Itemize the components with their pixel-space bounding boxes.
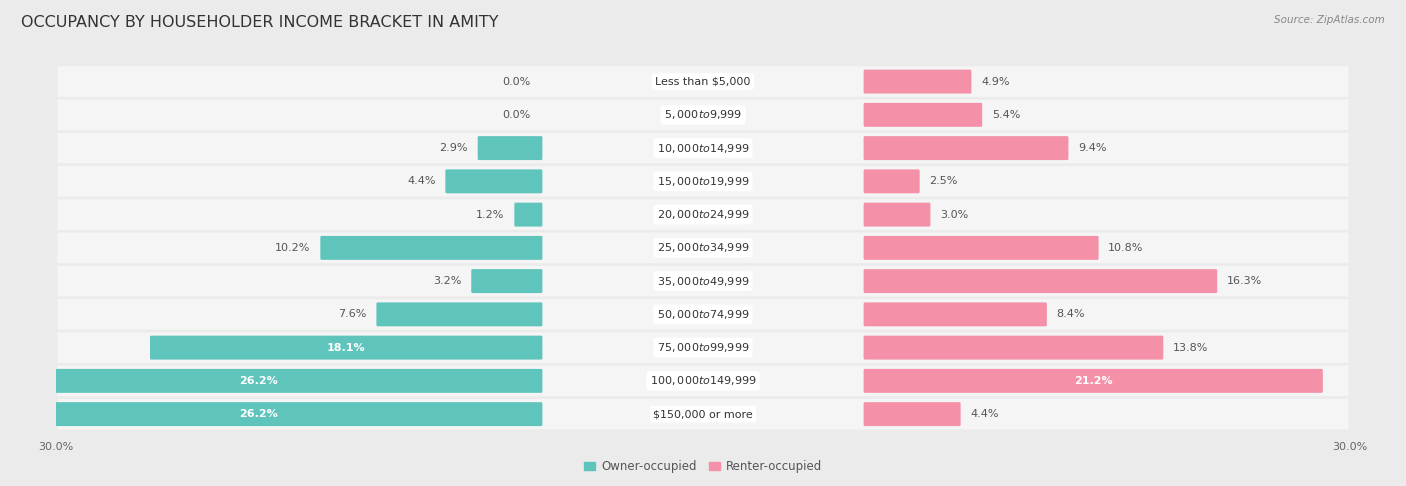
- FancyBboxPatch shape: [863, 69, 972, 94]
- Text: 7.6%: 7.6%: [339, 310, 367, 319]
- FancyBboxPatch shape: [471, 269, 543, 293]
- Text: 0.0%: 0.0%: [502, 110, 530, 120]
- Text: $100,000 to $149,999: $100,000 to $149,999: [650, 374, 756, 387]
- Text: 10.8%: 10.8%: [1108, 243, 1143, 253]
- FancyBboxPatch shape: [863, 336, 1163, 360]
- Text: 0.0%: 0.0%: [502, 77, 530, 87]
- Text: 4.4%: 4.4%: [970, 409, 998, 419]
- FancyBboxPatch shape: [478, 136, 543, 160]
- Text: 2.5%: 2.5%: [929, 176, 957, 186]
- FancyBboxPatch shape: [58, 365, 1348, 396]
- Text: $20,000 to $24,999: $20,000 to $24,999: [657, 208, 749, 221]
- Text: Less than $5,000: Less than $5,000: [655, 77, 751, 87]
- FancyBboxPatch shape: [863, 103, 983, 127]
- FancyBboxPatch shape: [58, 199, 1348, 230]
- FancyBboxPatch shape: [321, 236, 543, 260]
- Text: $15,000 to $19,999: $15,000 to $19,999: [657, 175, 749, 188]
- Text: 4.9%: 4.9%: [981, 77, 1010, 87]
- Text: $25,000 to $34,999: $25,000 to $34,999: [657, 242, 749, 254]
- FancyBboxPatch shape: [863, 136, 1069, 160]
- Text: $10,000 to $14,999: $10,000 to $14,999: [657, 141, 749, 155]
- FancyBboxPatch shape: [863, 170, 920, 193]
- FancyBboxPatch shape: [58, 100, 1348, 130]
- FancyBboxPatch shape: [863, 302, 1047, 326]
- Text: 3.2%: 3.2%: [433, 276, 461, 286]
- Legend: Owner-occupied, Renter-occupied: Owner-occupied, Renter-occupied: [583, 460, 823, 473]
- Text: 4.4%: 4.4%: [408, 176, 436, 186]
- Text: 5.4%: 5.4%: [991, 110, 1021, 120]
- FancyBboxPatch shape: [863, 203, 931, 226]
- FancyBboxPatch shape: [863, 402, 960, 426]
- Text: 10.2%: 10.2%: [276, 243, 311, 253]
- FancyBboxPatch shape: [377, 302, 543, 326]
- FancyBboxPatch shape: [58, 299, 1348, 330]
- Text: 3.0%: 3.0%: [941, 209, 969, 220]
- Text: 18.1%: 18.1%: [326, 343, 366, 353]
- FancyBboxPatch shape: [515, 203, 543, 226]
- FancyBboxPatch shape: [863, 269, 1218, 293]
- FancyBboxPatch shape: [0, 402, 543, 426]
- Text: 9.4%: 9.4%: [1078, 143, 1107, 153]
- Text: 13.8%: 13.8%: [1173, 343, 1208, 353]
- FancyBboxPatch shape: [863, 369, 1323, 393]
- FancyBboxPatch shape: [0, 369, 543, 393]
- FancyBboxPatch shape: [863, 236, 1098, 260]
- Text: 21.2%: 21.2%: [1074, 376, 1112, 386]
- FancyBboxPatch shape: [58, 266, 1348, 296]
- FancyBboxPatch shape: [58, 332, 1348, 363]
- FancyBboxPatch shape: [58, 66, 1348, 97]
- FancyBboxPatch shape: [446, 170, 543, 193]
- FancyBboxPatch shape: [58, 166, 1348, 197]
- Text: $5,000 to $9,999: $5,000 to $9,999: [664, 108, 742, 122]
- Text: 16.3%: 16.3%: [1227, 276, 1263, 286]
- FancyBboxPatch shape: [58, 133, 1348, 163]
- Text: $150,000 or more: $150,000 or more: [654, 409, 752, 419]
- Text: 26.2%: 26.2%: [239, 409, 278, 419]
- Text: 8.4%: 8.4%: [1056, 310, 1085, 319]
- Text: $50,000 to $74,999: $50,000 to $74,999: [657, 308, 749, 321]
- Text: 2.9%: 2.9%: [440, 143, 468, 153]
- Text: OCCUPANCY BY HOUSEHOLDER INCOME BRACKET IN AMITY: OCCUPANCY BY HOUSEHOLDER INCOME BRACKET …: [21, 15, 499, 30]
- FancyBboxPatch shape: [58, 399, 1348, 430]
- Text: $35,000 to $49,999: $35,000 to $49,999: [657, 275, 749, 288]
- Text: 26.2%: 26.2%: [239, 376, 278, 386]
- Text: 1.2%: 1.2%: [477, 209, 505, 220]
- Text: $75,000 to $99,999: $75,000 to $99,999: [657, 341, 749, 354]
- FancyBboxPatch shape: [150, 336, 543, 360]
- FancyBboxPatch shape: [58, 233, 1348, 263]
- Text: Source: ZipAtlas.com: Source: ZipAtlas.com: [1274, 15, 1385, 25]
